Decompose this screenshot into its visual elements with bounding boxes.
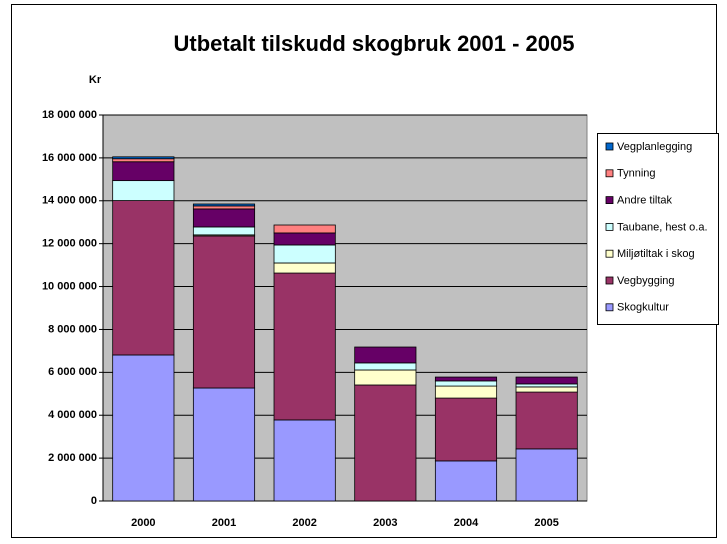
legend-label: Miljøtiltak i skog (617, 248, 695, 260)
bar-segment (273, 244, 336, 264)
bar-segment (515, 376, 578, 385)
bar-segment (354, 384, 417, 502)
bar-segment (515, 448, 578, 502)
bar-segment (434, 460, 498, 502)
y-tick-label: 14 000 000 (42, 195, 97, 207)
bar-segment (354, 369, 417, 386)
y-tick-label: 4 000 000 (48, 409, 97, 421)
y-tick-label: 12 000 000 (42, 238, 97, 250)
legend-label: Skogkultur (617, 302, 669, 314)
legend-swatch (605, 276, 614, 285)
legend-swatch (605, 222, 614, 231)
bar-segment (112, 180, 175, 201)
legend-label: Tynning (617, 168, 656, 180)
bar-segment (273, 232, 336, 246)
legend-swatch (605, 169, 614, 178)
bar-segment (515, 386, 578, 393)
bar-segment (112, 156, 175, 160)
bar-segment (112, 354, 175, 502)
legend-label: Vegbygging (617, 275, 675, 287)
bar-segment (434, 376, 498, 382)
bar-segment (515, 383, 578, 388)
bar-segment (434, 385, 498, 399)
x-tick-label: 2000 (131, 517, 155, 529)
chart-title: Utbetalt tilskudd skogbruk 2001 - 2005 (173, 31, 574, 56)
y-tick-label: 10 000 000 (42, 280, 97, 292)
bar-segment (273, 419, 336, 502)
legend-label: Andre tiltak (617, 195, 673, 207)
y-axis-label: Kr (89, 74, 102, 86)
plot-background (102, 114, 588, 502)
bar-segment (192, 226, 256, 236)
legend-swatch (605, 303, 614, 312)
legend-items: Skogkultur Vegbygging Miljøtiltak i skog Ta… (605, 141, 708, 314)
legend-label: Taubane, hest o.a. (617, 221, 708, 233)
bar-segment (112, 161, 175, 182)
bar-segment (515, 391, 578, 450)
x-tick-label: 2001 (212, 517, 236, 529)
bar-segment (273, 272, 336, 421)
bar-segment (192, 235, 256, 389)
bar-segment (354, 362, 417, 371)
y-tick-label: 16 000 000 (42, 152, 97, 164)
bar-segment (192, 205, 256, 210)
y-tick-label: 18 000 000 (42, 109, 97, 121)
x-tick-label: 2003 (373, 517, 397, 529)
legend-swatch (605, 249, 614, 258)
bar-segment (273, 262, 336, 274)
y-tick-label: 2 000 000 (48, 452, 97, 464)
legend (597, 133, 719, 325)
bar-segment (434, 397, 498, 462)
bar-segment (273, 224, 336, 234)
x-tick-label: 2002 (292, 517, 316, 529)
bar-segment (192, 208, 256, 228)
bar-segment (192, 203, 256, 207)
bar-segment (112, 200, 175, 356)
legend-label: Vegplanlegging (617, 141, 692, 153)
bar-segment (192, 387, 256, 502)
x-tick-label: 2004 (454, 517, 479, 529)
bar-segment (354, 346, 417, 364)
y-tick-label: 8 000 000 (48, 323, 97, 335)
y-tick-label: 0 (91, 495, 97, 507)
legend-swatch (605, 142, 614, 151)
bar-segment (434, 380, 498, 387)
x-tick-label: 2005 (534, 517, 558, 529)
plot-area (102, 114, 588, 502)
legend-swatch (605, 196, 614, 205)
y-tick-label: 6 000 000 (48, 366, 97, 378)
bar-segment (112, 158, 175, 163)
